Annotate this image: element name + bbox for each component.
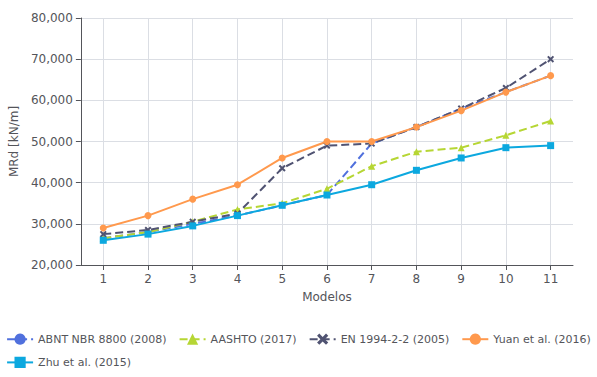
- svg-text:20,000: 20,000: [31, 258, 73, 272]
- svg-text:30,000: 30,000: [31, 217, 73, 231]
- svg-text:10: 10: [498, 272, 513, 286]
- svg-text:40,000: 40,000: [31, 176, 73, 190]
- svg-text:5: 5: [278, 272, 286, 286]
- svg-text:4: 4: [234, 272, 242, 286]
- svg-text:50,000: 50,000: [31, 135, 73, 149]
- svg-text:11: 11: [543, 272, 558, 286]
- svg-text:EN 1994-2-2 (2005): EN 1994-2-2 (2005): [341, 333, 450, 346]
- svg-text:1: 1: [99, 272, 107, 286]
- svg-text:3: 3: [189, 272, 197, 286]
- svg-text:60,000: 60,000: [31, 93, 73, 107]
- svg-text:ABNT NBR 8800 (2008): ABNT NBR 8800 (2008): [38, 333, 167, 346]
- svg-text:Modelos: Modelos: [302, 290, 352, 304]
- svg-text:70,000: 70,000: [31, 52, 73, 66]
- svg-text:Yuan et al. (2016): Yuan et al. (2016): [492, 333, 591, 346]
- svg-text:6: 6: [323, 272, 331, 286]
- svg-text:AASHTO (2017): AASHTO (2017): [211, 333, 297, 346]
- svg-text:7: 7: [368, 272, 376, 286]
- svg-text:MRd [kN/m]: MRd [kN/m]: [7, 106, 21, 177]
- svg-text:2: 2: [144, 272, 152, 286]
- svg-text:Zhu et al. (2015): Zhu et al. (2015): [38, 356, 131, 369]
- svg-text:9: 9: [457, 272, 465, 286]
- svg-text:8: 8: [413, 272, 421, 286]
- svg-text:80,000: 80,000: [31, 11, 73, 25]
